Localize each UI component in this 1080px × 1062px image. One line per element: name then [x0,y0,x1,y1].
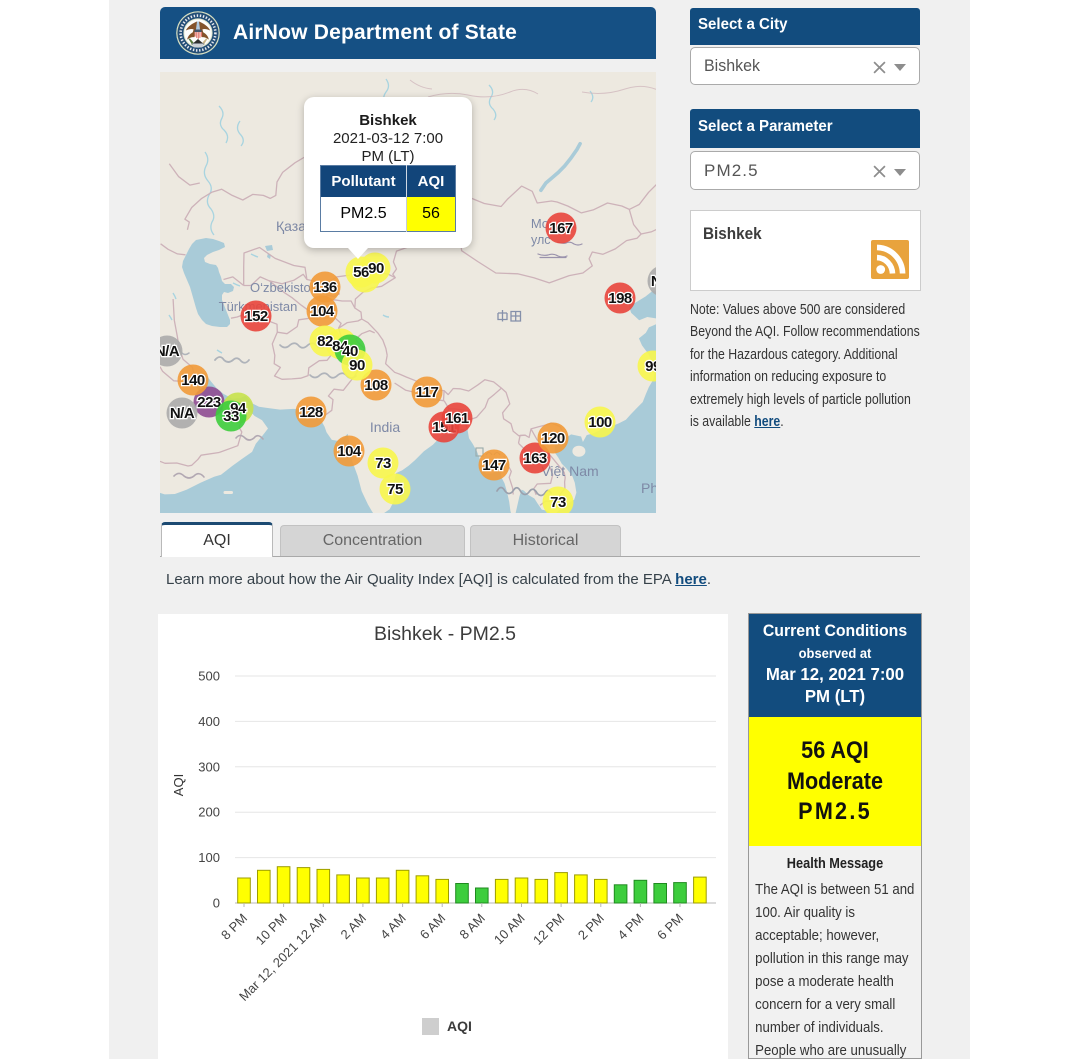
svg-text:улс: улс [531,233,551,247]
svg-text:Bishkek - PM2.5: Bishkek - PM2.5 [374,623,516,645]
svg-text:200: 200 [198,805,220,820]
svg-text:Philipp: Philipp [641,480,656,496]
svg-text:120: 120 [541,430,565,447]
svg-text:N/A: N/A [160,343,180,360]
svg-text:161: 161 [445,410,469,427]
svg-text:73: 73 [550,494,566,511]
svg-text:99: 99 [645,358,656,375]
svg-text:75: 75 [387,481,403,498]
svg-text:100: 100 [198,850,220,865]
svg-text:500: 500 [198,669,220,684]
svg-text:4 AM: 4 AM [377,911,409,943]
svg-text:152: 152 [244,308,268,325]
svg-text:94: 94 [230,400,247,417]
svg-text:33: 33 [223,408,239,425]
svg-text:0: 0 [213,896,220,911]
svg-text:O‘zbekiston: O‘zbekiston [250,280,318,295]
svg-text:73: 73 [375,455,391,472]
svg-text:8 PM: 8 PM [218,911,250,943]
svg-text:82: 82 [317,333,333,350]
svg-text:104: 104 [310,303,335,320]
svg-text:6 AM: 6 AM [417,911,449,943]
svg-text:198: 198 [608,290,632,307]
svg-text:Việt Nam: Việt Nam [541,463,598,479]
svg-text:90: 90 [368,260,384,277]
svg-text:Қаза: Қаза [276,218,306,234]
svg-text:84: 84 [332,338,349,355]
svg-text:163: 163 [523,450,547,467]
svg-text:AQI: AQI [171,774,186,796]
svg-text:140: 140 [181,372,205,389]
svg-text:AQI: AQI [447,1018,472,1034]
svg-text:147: 147 [482,457,506,474]
svg-text:223: 223 [197,394,221,411]
svg-text:100: 100 [588,414,612,431]
svg-text:117: 117 [416,384,439,401]
svg-text:223: 223 [197,394,221,411]
svg-text:167: 167 [549,220,573,237]
svg-text:2 PM: 2 PM [575,911,607,943]
svg-text:136: 136 [313,279,337,296]
svg-text:108: 108 [364,377,388,394]
svg-text:12 PM: 12 PM [530,911,567,948]
svg-text:4 PM: 4 PM [614,911,646,943]
svg-text:10 PM: 10 PM [253,911,290,948]
svg-text:128: 128 [299,404,323,421]
svg-text:300: 300 [198,759,220,774]
svg-text:N/A: N/A [651,273,656,290]
svg-text:56: 56 [353,264,369,281]
svg-text:6 PM: 6 PM [654,911,686,943]
svg-text:8 AM: 8 AM [456,911,488,943]
svg-text:90: 90 [349,357,365,374]
svg-text:2 AM: 2 AM [337,911,369,943]
svg-text:India: India [370,419,401,435]
svg-text:40: 40 [342,343,358,360]
svg-text:10 AM: 10 AM [491,911,528,948]
svg-text:104: 104 [337,443,362,460]
svg-text:400: 400 [198,714,220,729]
svg-text:N/A: N/A [170,405,195,422]
